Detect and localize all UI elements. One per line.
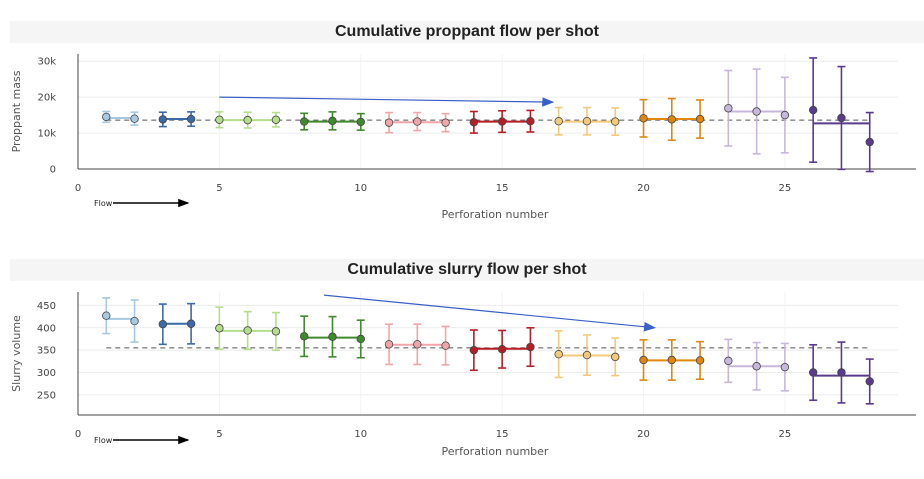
slurry-data-point [102, 311, 111, 320]
proppant-y-axis-label: Proppant mass [10, 70, 23, 152]
slurry-ytick-label: 300 [37, 368, 56, 379]
proppant-x-axis-label: Perforation number [442, 208, 549, 221]
slurry-xtick-label: 0 [75, 429, 81, 440]
proppant-data-point [158, 115, 168, 124]
chart-title-slurry: Cumulative slurry flow per shot [10, 259, 924, 281]
proppant-data-point [356, 117, 365, 127]
slurry-data-point [356, 334, 365, 344]
proppant-xtick-label: 20 [637, 183, 650, 194]
slurry-ytick-label: 350 [37, 346, 56, 357]
slurry-data-point [582, 350, 592, 360]
slurry-data-point [497, 345, 507, 354]
proppant-data-point [695, 114, 705, 124]
proppant-ytick-label: 10k [37, 129, 56, 140]
slurry-ytick-label: 250 [37, 390, 56, 401]
slurry-data-point [413, 340, 422, 349]
proppant-data-point [837, 113, 846, 123]
slurry-data-point [695, 356, 705, 365]
slurry-data-point [752, 362, 761, 371]
proppant-data-point [215, 115, 224, 124]
proppant-flow-label: Flow [94, 199, 113, 208]
proppant-trend-arrow [219, 96, 555, 107]
proppant-data-point [300, 117, 309, 126]
proppant-data-point [243, 115, 252, 125]
slurry-xtick-label: 20 [637, 429, 650, 440]
proppant-data-point [639, 114, 648, 123]
proppant-data-point [752, 107, 761, 116]
proppant-ytick-label: 30k [37, 57, 56, 68]
proppant-data-point [582, 117, 592, 126]
proppant-data-point [780, 110, 790, 120]
proppant-data-point [384, 118, 394, 127]
proppant-xtick-label: 15 [496, 183, 509, 194]
proppant-data-point [413, 117, 422, 126]
chart-title-proppant: Cumulative proppant flow per shot [10, 21, 924, 43]
slurry-data-point [328, 332, 337, 341]
slurry-data-point [554, 349, 563, 359]
proppant-data-point [441, 118, 450, 127]
proppant-xtick-label: 0 [75, 183, 81, 194]
slurry-data-point [808, 368, 818, 377]
slurry-xtick-label: 15 [496, 429, 509, 440]
slurry-data-point [215, 324, 224, 333]
slurry-data-point [158, 320, 168, 329]
slurry-data-point [639, 355, 648, 365]
slurry-data-point [837, 368, 846, 377]
proppant-data-point [611, 117, 620, 126]
proppant-xtick-label: 5 [216, 183, 222, 194]
slurry-data-point [780, 362, 790, 372]
slurry-data-point [243, 326, 252, 335]
proppant-ytick-label: 0 [50, 165, 56, 176]
slurry-xtick-label: 5 [216, 429, 222, 440]
proppant-xtick-label: 10 [354, 183, 367, 194]
proppant-data-point [667, 115, 676, 124]
slurry-data-point [469, 345, 479, 355]
slurry-data-point [865, 377, 874, 386]
proppant-data-point [526, 117, 535, 126]
proppant-data-point [554, 117, 563, 126]
proppant-data-point [497, 117, 507, 126]
proppant-data-point [328, 116, 337, 126]
slurry-y-axis-label: Slurry volume [10, 315, 23, 392]
slurry-data-point [724, 356, 733, 366]
slurry-x-axis-label: Perforation number [442, 445, 549, 458]
slurry-data-point [441, 341, 450, 350]
proppant-data-point [469, 118, 479, 127]
proppant-data-point [271, 115, 281, 124]
proppant-data-point [130, 114, 139, 123]
slurry-data-point [667, 355, 676, 365]
slurry-data-point [186, 319, 196, 328]
slurry-data-point [130, 316, 139, 326]
slurry-data-point [271, 327, 281, 336]
slurry-xtick-label: 10 [354, 429, 367, 440]
slurry-xtick-label: 25 [779, 429, 792, 440]
slurry-ytick-label: 400 [37, 323, 56, 334]
slurry-data-point [611, 352, 620, 362]
proppant-data-point [724, 104, 733, 113]
slurry-trend-arrow [323, 294, 657, 332]
proppant-data-point [186, 114, 196, 124]
slurry-data-point [300, 332, 309, 341]
proppant-data-point [808, 105, 818, 115]
slurry-ytick-label: 450 [37, 301, 56, 312]
slurry-data-point [384, 340, 394, 349]
proppant-data-point [865, 137, 874, 147]
proppant-data-point [102, 112, 111, 122]
slurry-data-point [526, 342, 535, 352]
slurry-flow-label: Flow [94, 436, 113, 445]
proppant-ytick-label: 20k [37, 93, 56, 104]
proppant-xtick-label: 25 [779, 183, 792, 194]
